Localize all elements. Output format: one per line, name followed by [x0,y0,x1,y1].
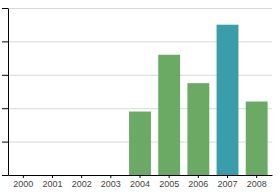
tick-label: 2002 [72,179,92,189]
x-tick: 2005 [159,175,179,189]
plot: 2000 2001 2002 2003 2004 2005 2006 2007 2008 [2,9,273,190]
tick-mark [2,8,8,9]
tick-mark [2,41,8,42]
bar [246,102,268,175]
tick-mark [110,175,111,178]
x-axis: 2000 2001 2002 2003 2004 2005 2006 2007 2008 [9,175,273,189]
tick-label: 2006 [188,179,208,189]
tick-mark [52,175,53,178]
tick-mark [81,175,82,178]
tick-label: 2004 [130,179,150,189]
tick-mark [198,175,199,178]
y-axis [2,9,9,176]
tick-label: 2007 [217,179,237,189]
x-tick: 2003 [101,175,121,189]
tick-label: 2001 [42,179,62,189]
tick-mark [169,175,170,178]
x-tick: 2007 [217,175,237,189]
y-tick [2,41,8,42]
bars [129,25,268,175]
bar [217,25,239,175]
bar [158,55,180,175]
grid-tick [8,8,272,9]
grid [8,9,272,176]
tick-mark [2,142,8,143]
tick-mark [23,175,24,178]
chart: 2000 2001 2002 2003 2004 2005 2006 2007 2008 [0,0,280,195]
x-tick: 2000 [13,175,33,189]
y-tick [2,75,8,76]
tick-mark [140,175,141,178]
bar [12,175,34,176]
bar [100,175,122,176]
bar [71,175,93,176]
x-tick: 2002 [72,175,92,189]
x-tick: 2004 [130,175,150,189]
tick-mark [2,75,8,76]
bar [187,83,209,175]
x-tick: 2001 [42,175,62,189]
y-tick [2,8,8,9]
y-tick [2,175,8,176]
x-tick: 2006 [188,175,208,189]
axis-line [8,9,9,176]
tick-label: 2000 [13,179,33,189]
tick-mark [2,108,8,109]
bar [42,175,64,176]
y-tick [2,142,8,143]
tick-label: 2005 [159,179,179,189]
y-tick [2,108,8,109]
tick-mark [256,175,257,178]
tick-label: 2008 [247,179,267,189]
x-tick: 2008 [247,175,267,189]
tick-mark [227,175,228,178]
bar [129,112,151,175]
tick-mark [2,175,8,176]
tick-label: 2003 [101,179,121,189]
grid-line [8,8,272,9]
